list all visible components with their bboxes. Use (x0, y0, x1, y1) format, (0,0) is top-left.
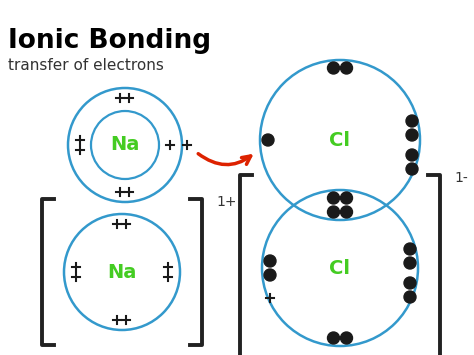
Text: Ionic Bonding: Ionic Bonding (8, 28, 211, 54)
Circle shape (406, 129, 418, 141)
Text: 1+: 1+ (216, 195, 237, 209)
Circle shape (328, 192, 339, 204)
Circle shape (340, 206, 353, 218)
Text: Na: Na (110, 136, 140, 154)
Circle shape (404, 243, 416, 255)
Text: transfer of electrons: transfer of electrons (8, 58, 164, 73)
Circle shape (264, 269, 276, 281)
Circle shape (264, 255, 276, 267)
Circle shape (340, 332, 353, 344)
Text: Cl: Cl (329, 131, 350, 149)
Circle shape (406, 115, 418, 127)
Circle shape (340, 62, 353, 74)
Circle shape (404, 257, 416, 269)
Circle shape (328, 206, 339, 218)
Circle shape (406, 163, 418, 175)
Circle shape (406, 149, 418, 161)
Circle shape (328, 332, 339, 344)
Text: Cl: Cl (329, 258, 350, 278)
Text: Na: Na (107, 262, 137, 282)
Text: 1-: 1- (454, 171, 468, 185)
Circle shape (404, 277, 416, 289)
Circle shape (340, 192, 353, 204)
Circle shape (404, 291, 416, 303)
Circle shape (262, 134, 274, 146)
Circle shape (328, 62, 339, 74)
